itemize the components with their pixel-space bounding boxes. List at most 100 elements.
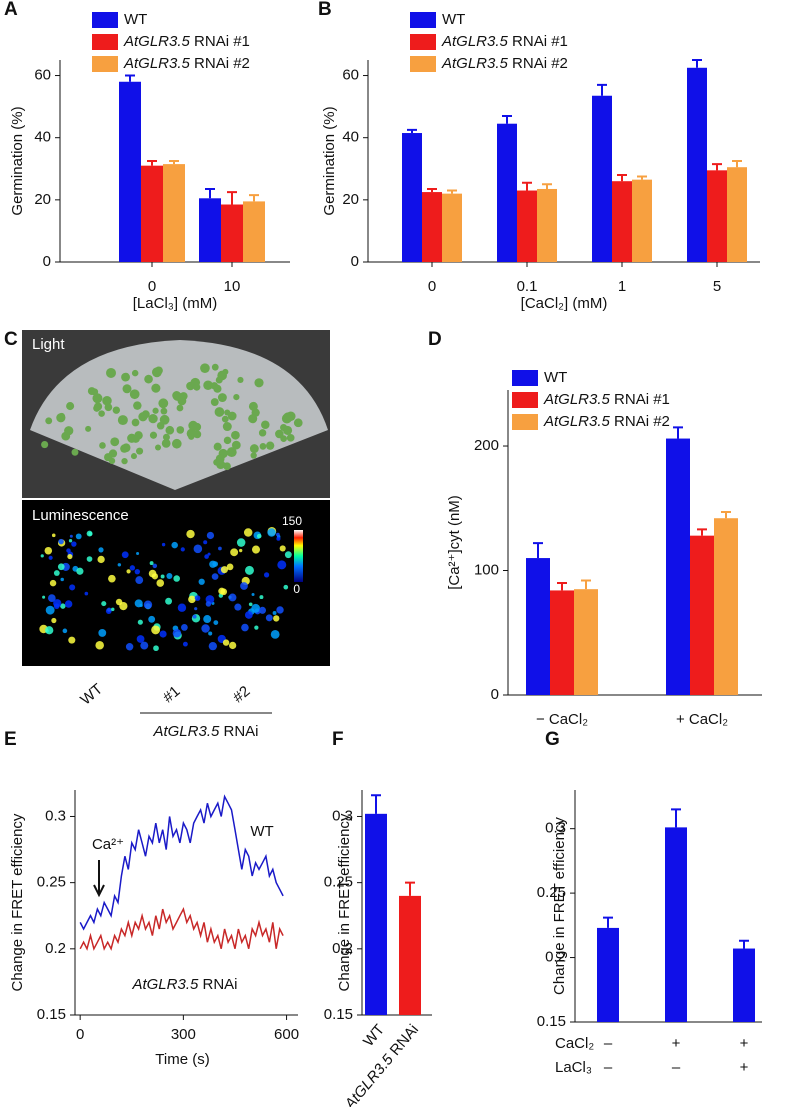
luminescence-spot [143, 600, 153, 609]
seedling [261, 420, 270, 430]
group-label: AtGLR3.5 RNAi [152, 723, 258, 740]
y-tick-label: 0.25 [324, 874, 353, 891]
luminescence-spot [234, 603, 242, 611]
y-tick-label: 0.25 [37, 874, 66, 891]
bar [422, 192, 442, 262]
x-axis-label: Time (s) [155, 1051, 209, 1068]
luminescence-spot [251, 545, 261, 554]
seedling [258, 429, 267, 437]
luminescence-spot [275, 532, 280, 537]
seedling [93, 404, 101, 412]
y-tick-label: 0.3 [545, 820, 566, 837]
luminescence-spot [236, 538, 246, 547]
y-tick-label: 0.2 [332, 940, 353, 957]
seedling [102, 396, 112, 406]
luminescence-spot [68, 636, 76, 644]
y-tick-label: 0.15 [537, 1013, 566, 1030]
seedling [130, 453, 137, 460]
y-axis-label: [Ca²⁺]cyt (nM) [446, 495, 463, 590]
seedling [213, 442, 222, 451]
series-label: AtGLR3.5 RNAi [131, 976, 237, 993]
x-tick-label: 0 [428, 278, 436, 295]
luminescence-spot [60, 603, 66, 609]
bar [119, 81, 141, 262]
luminescence-spot [241, 623, 249, 632]
panel-letter: G [545, 729, 560, 750]
luminescence-spot [84, 591, 89, 596]
luminescence-spot [283, 584, 289, 590]
error-bar [739, 939, 749, 949]
seedling [66, 402, 75, 411]
luminescence-spot [111, 607, 115, 612]
luminescence-spot [134, 599, 143, 608]
condition-sign: – [604, 1059, 613, 1076]
seedling [104, 453, 113, 462]
seedling [127, 433, 137, 443]
condition-sign: + [740, 1059, 749, 1076]
luminescence-spot [62, 628, 68, 634]
bar [574, 589, 598, 695]
y-tick-label: 0 [351, 253, 359, 270]
legend-label: AtGLR3.5 RNAi #1 [123, 33, 250, 50]
luminescence-spot [97, 555, 105, 564]
seedling [172, 391, 182, 400]
seedling [213, 384, 222, 393]
error-bar [205, 187, 215, 199]
seedling [179, 392, 188, 401]
luminescence-spot [267, 528, 276, 537]
seedling [121, 372, 130, 382]
error-bar [227, 191, 237, 205]
legend-swatch [410, 34, 436, 50]
error-bar [617, 173, 627, 182]
seedling [165, 425, 175, 435]
seedling [152, 407, 159, 414]
luminescence-spot [229, 641, 237, 650]
error-bar [721, 511, 731, 519]
legend-swatch [512, 414, 538, 430]
luminescence-spot [45, 605, 55, 615]
y-tick-label: 0 [491, 686, 499, 703]
seedling [45, 417, 53, 425]
error-bar [502, 114, 512, 124]
luminescence-spot [134, 568, 141, 575]
luminescence-spot [51, 533, 56, 538]
condition-name: CaCl₂ [555, 1035, 594, 1052]
seedling [259, 443, 267, 450]
seedling [224, 409, 231, 416]
line [79, 907, 284, 951]
bar [665, 827, 687, 1022]
luminescence-spot [284, 551, 292, 559]
error-bar [427, 187, 437, 193]
legend-swatch [512, 370, 538, 386]
luminescence-spot [53, 570, 60, 576]
seedling [120, 444, 129, 453]
legend-label: AtGLR3.5 RNAi #1 [441, 33, 568, 50]
seedling [149, 431, 158, 439]
panel-letter: B [318, 0, 332, 20]
seedling [200, 363, 210, 373]
seedling [98, 410, 105, 417]
bar [442, 193, 462, 262]
error-bar [597, 83, 607, 96]
error-bar [673, 426, 683, 439]
bar [365, 813, 387, 1015]
line [79, 794, 284, 931]
y-tick-label: 100 [474, 561, 499, 578]
luminescence-spot [248, 602, 253, 607]
seedling [265, 441, 275, 450]
luminescence-spot [212, 561, 219, 567]
luminescence-spot [173, 575, 180, 582]
x-tick-label: 600 [274, 1026, 299, 1043]
luminescence-spot [42, 595, 46, 599]
seedling [214, 407, 225, 417]
legend-label: AtGLR3.5 RNAi #2 [441, 55, 568, 72]
luminescence-spot [193, 544, 203, 554]
colorbar-label: 0 [293, 582, 300, 596]
error-bar [125, 74, 135, 82]
seedling [203, 380, 213, 391]
error-bar [371, 794, 381, 814]
seedling [249, 444, 259, 453]
seedling [233, 393, 240, 401]
luminescence-spot [159, 630, 167, 638]
